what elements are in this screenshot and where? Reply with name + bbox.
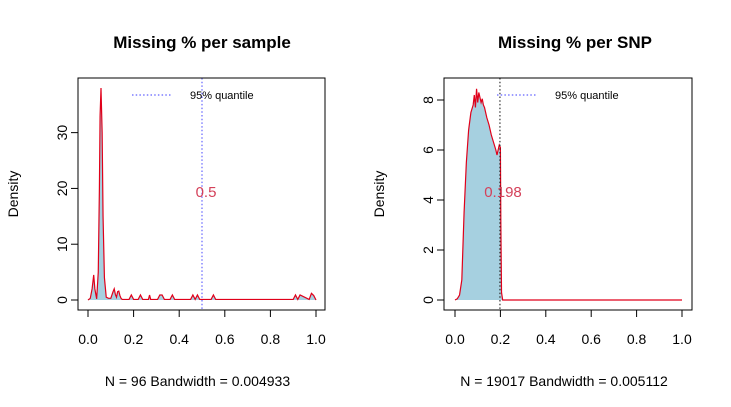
panel-missing-per-snp: Missing % per SNP 0.198 95% quantile 0.0 0.2… [371,33,693,389]
y-tick-label: 4 [420,196,436,204]
x-tick-label: 1.0 [306,331,326,347]
x-tick-label: 0.8 [261,331,281,347]
y-tick-label: 0 [420,296,436,304]
x-tick-label: 0.0 [78,331,98,347]
chart-title: Missing % per SNP [498,33,652,52]
density-line [454,88,682,301]
x-tick-label: 0.0 [445,331,465,347]
quantile-annotation: 0.5 [196,184,217,201]
x-tick-label: 1.0 [672,331,692,347]
x-tick-label: 0.2 [124,331,144,347]
y-axis-label: Density [371,171,387,218]
legend-label: 95% quantile [555,90,619,102]
y-tick-label: 0 [54,296,70,304]
y-tick-label: 30 [54,125,70,141]
x-tick-label: 0.6 [215,331,235,347]
panel-missing-per-sample: Missing % per sample 0.5 95% quantile 0.0 0.… [5,33,326,389]
legend-label: 95% quantile [190,90,254,102]
x-tick-label: 0.6 [581,331,601,347]
y-tick-label: 2 [420,246,436,254]
chart-title: Missing % per sample [113,33,291,52]
x-tick-label: 0.4 [169,331,189,347]
density-fill [455,88,503,300]
y-tick-label: 6 [420,146,436,154]
y-tick-label: 20 [54,180,70,196]
y-tick-label: 8 [420,96,436,104]
x-tick-label: 0.4 [536,331,556,347]
y-tick-label: 10 [54,236,70,252]
quantile-annotation: 0.198 [484,184,522,201]
x-axis-label: N = 96 Bandwidth = 0.004933 [105,373,290,389]
x-axis-label: N = 19017 Bandwidth = 0.005112 [460,373,668,389]
density-line [87,87,317,301]
x-tick-label: 0.8 [627,331,647,347]
y-axis-label: Density [5,171,21,218]
x-tick-label: 0.2 [491,331,511,347]
